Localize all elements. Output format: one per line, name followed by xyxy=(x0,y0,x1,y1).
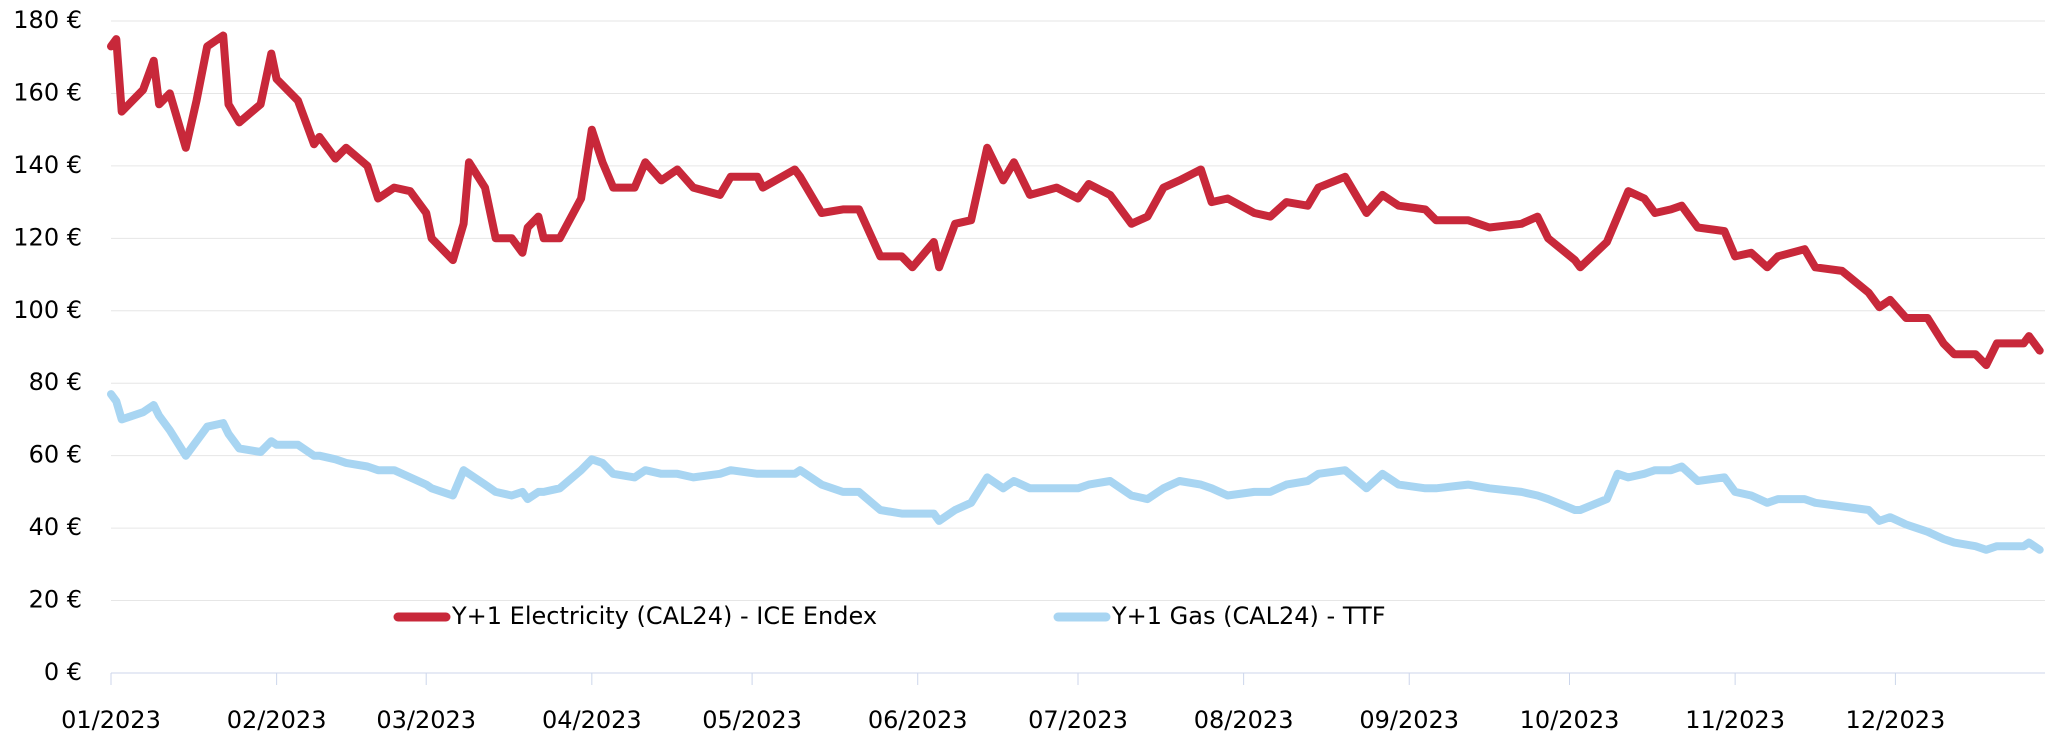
x-tick-label: 11/2023 xyxy=(1685,706,1785,734)
y-tick-label: 180 € xyxy=(13,6,82,34)
y-tick-label: 120 € xyxy=(13,223,82,251)
x-tick-label: 10/2023 xyxy=(1520,706,1620,734)
series-line xyxy=(107,390,2044,554)
x-tick-label: 06/2023 xyxy=(868,706,968,734)
x-tick-label: 04/2023 xyxy=(542,706,642,734)
y-tick-label: 160 € xyxy=(13,78,82,106)
x-tick-label: 12/2023 xyxy=(1846,706,1946,734)
legend-label: Y+1 Electricity (CAL24) - ICE Endex xyxy=(451,602,877,630)
y-tick-label: 80 € xyxy=(29,368,82,396)
x-tick-label: 03/2023 xyxy=(376,706,476,734)
y-tick-label: 100 € xyxy=(13,296,82,324)
y-tick-label: 40 € xyxy=(29,513,82,541)
x-tick-label: 05/2023 xyxy=(702,706,802,734)
legend-label: Y+1 Gas (CAL24) - TTF xyxy=(1111,602,1386,630)
x-tick-label: 07/2023 xyxy=(1028,706,1128,734)
x-tick-label: 09/2023 xyxy=(1359,706,1459,734)
x-tick-label: 01/2023 xyxy=(61,706,161,734)
series-line xyxy=(107,31,2044,370)
y-tick-label: 60 € xyxy=(29,441,82,469)
y-tick-label: 140 € xyxy=(13,151,82,179)
x-tick-label: 02/2023 xyxy=(227,706,327,734)
x-tick-label: 08/2023 xyxy=(1194,706,1294,734)
y-tick-label: 20 € xyxy=(29,586,82,614)
y-tick-label: 0 € xyxy=(44,658,82,686)
